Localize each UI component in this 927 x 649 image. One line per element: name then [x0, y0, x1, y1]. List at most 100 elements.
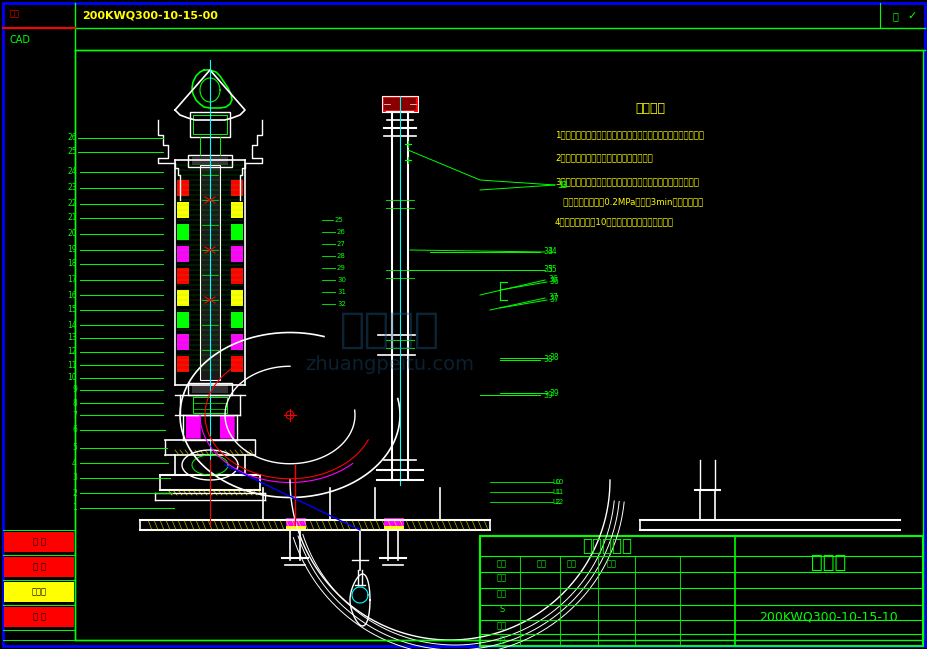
Bar [231, 180, 243, 196]
Text: 27: 27 [337, 241, 346, 247]
Text: L0: L0 [552, 479, 560, 485]
Text: 20: 20 [68, 230, 77, 238]
Text: 装: 装 [891, 11, 897, 21]
Bar [231, 268, 243, 284]
Text: 39: 39 [549, 389, 558, 397]
Text: 潜水排污泵: 潜水排污泵 [582, 537, 632, 555]
Bar [188, 155, 232, 167]
Bar [220, 416, 234, 438]
Text: 标记: 标记 [497, 559, 506, 569]
Text: 1: 1 [72, 504, 77, 513]
Text: 4、机械密封室用10＃机油，轴承用脂基润滑脂。: 4、机械密封室用10＃机油，轴承用脂基润滑脂。 [554, 217, 673, 227]
Text: 30: 30 [337, 277, 346, 283]
Text: 3: 3 [72, 474, 77, 482]
Bar [4, 557, 74, 577]
Text: 18: 18 [68, 260, 77, 269]
Bar [384, 526, 403, 530]
Text: 35: 35 [546, 265, 556, 275]
Bar [231, 356, 243, 372]
Bar [177, 356, 189, 372]
Bar [231, 312, 243, 328]
Text: 16: 16 [68, 291, 77, 299]
Bar [382, 96, 417, 112]
Text: 标 准: 标 准 [32, 537, 45, 546]
Bar [4, 607, 74, 627]
Text: 12: 12 [68, 347, 77, 356]
Text: 31: 31 [337, 289, 346, 295]
Bar [200, 165, 220, 380]
Bar [231, 334, 243, 350]
Text: 19: 19 [68, 245, 77, 254]
Text: 7: 7 [72, 411, 77, 419]
Bar [177, 290, 189, 306]
Bar [384, 518, 403, 526]
Text: ✓: ✓ [907, 11, 916, 21]
Text: 14: 14 [68, 321, 77, 330]
Bar [177, 180, 189, 196]
Text: 为空气，试验压力0.2MPa，历时3min，不得渗漏。: 为空气，试验压力0.2MPa，历时3min，不得渗漏。 [554, 197, 703, 206]
Bar [185, 416, 200, 438]
Text: 24: 24 [68, 167, 77, 177]
Text: 34: 34 [542, 247, 552, 256]
Text: 8: 8 [72, 398, 77, 408]
Bar [231, 246, 243, 262]
Text: 26: 26 [68, 134, 77, 143]
Text: 设计: 设计 [497, 574, 506, 583]
Text: 38: 38 [542, 356, 552, 365]
Text: 29: 29 [337, 265, 346, 271]
Text: 图号: 图号 [10, 10, 20, 19]
Bar [177, 224, 189, 240]
Text: 32: 32 [337, 301, 346, 307]
Text: L0: L0 [554, 479, 563, 485]
Text: 6: 6 [72, 426, 77, 434]
Text: 23: 23 [68, 184, 77, 193]
Bar [231, 290, 243, 306]
Bar [220, 416, 234, 438]
Bar [193, 115, 227, 134]
Text: 13: 13 [68, 334, 77, 343]
Text: 200KWQ300-10-15-10: 200KWQ300-10-15-10 [759, 611, 897, 624]
Bar [231, 202, 243, 218]
Text: 36: 36 [548, 275, 557, 284]
Text: 3、整机装配完毕后，电机及油室内腿应做密封试验，试验介质: 3、整机装配完毕后，电机及油室内腿应做密封试验，试验介质 [554, 177, 698, 186]
Text: 33: 33 [556, 180, 566, 190]
Text: 装配图网: 装配图网 [339, 309, 439, 351]
Text: 5: 5 [72, 443, 77, 452]
Text: 11: 11 [68, 360, 77, 369]
Bar [177, 246, 189, 262]
Text: S: S [499, 606, 504, 615]
Text: 36: 36 [549, 278, 558, 286]
Text: 特: 特 [499, 635, 504, 644]
Text: 28: 28 [337, 253, 346, 259]
Bar [479, 536, 922, 646]
Bar [177, 268, 189, 284]
Bar [192, 157, 228, 165]
Text: 数量: 数量 [566, 559, 577, 569]
Bar [4, 582, 74, 602]
Text: L2: L2 [552, 499, 560, 505]
Bar [286, 526, 306, 530]
Text: 10: 10 [68, 374, 77, 382]
Bar [192, 385, 228, 393]
Text: 38: 38 [549, 354, 558, 363]
Bar [177, 202, 189, 218]
Text: 4: 4 [72, 458, 77, 467]
Text: 批 准: 批 准 [32, 613, 45, 622]
Bar [231, 224, 243, 240]
Text: 2: 2 [72, 489, 77, 498]
Text: 制图: 制图 [497, 589, 506, 598]
Bar [177, 312, 189, 328]
Bar [185, 416, 200, 438]
Text: 25: 25 [68, 147, 77, 156]
Text: 25: 25 [335, 217, 343, 223]
Text: 审 核: 审 核 [32, 563, 45, 572]
Text: 标准: 标准 [497, 622, 506, 630]
Text: 35: 35 [542, 265, 552, 275]
Bar [384, 98, 415, 110]
Text: 33: 33 [557, 180, 567, 190]
Bar [177, 334, 189, 350]
Text: 1、装配前应对所有零件按图纸要求检查，不合格零件不得装配。: 1、装配前应对所有零件按图纸要求检查，不合格零件不得装配。 [554, 130, 704, 140]
Text: 21: 21 [68, 214, 77, 223]
Text: L2: L2 [554, 499, 563, 505]
Text: L1: L1 [554, 489, 563, 495]
